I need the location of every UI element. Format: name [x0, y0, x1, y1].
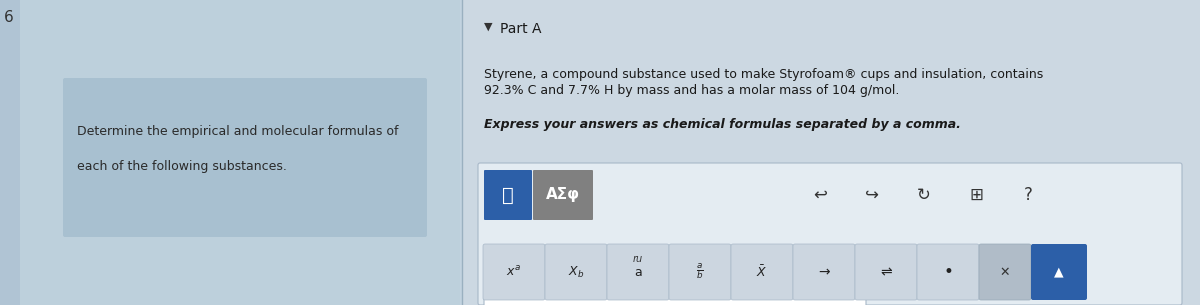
FancyBboxPatch shape — [478, 163, 1182, 305]
FancyBboxPatch shape — [670, 244, 731, 300]
Text: ✕: ✕ — [1000, 265, 1010, 278]
Bar — [0, 0, 20, 305]
Text: $X_b$: $X_b$ — [568, 264, 584, 280]
Text: •: • — [943, 263, 953, 281]
Text: a: a — [634, 265, 642, 278]
FancyBboxPatch shape — [484, 170, 532, 220]
Text: Determine the empirical and molecular formulas of: Determine the empirical and molecular fo… — [77, 125, 398, 138]
FancyBboxPatch shape — [854, 244, 917, 300]
Text: each of the following substances.: each of the following substances. — [77, 160, 287, 173]
Text: $\bar{X}$: $\bar{X}$ — [756, 264, 768, 280]
Text: 🗋: 🗋 — [502, 185, 514, 204]
Text: 6: 6 — [4, 10, 13, 25]
Text: ↻: ↻ — [917, 186, 931, 204]
Text: ↩: ↩ — [814, 186, 827, 204]
Text: 92.3% C and 7.7% H by mass and has a molar mass of 104 g/mol.: 92.3% C and 7.7% H by mass and has a mol… — [484, 84, 899, 97]
FancyBboxPatch shape — [533, 170, 593, 220]
FancyBboxPatch shape — [793, 244, 854, 300]
Text: Styrene, a compound substance used to make Styrofoam® cups and insulation, conta: Styrene, a compound substance used to ma… — [484, 68, 1043, 81]
Text: ▲: ▲ — [1054, 265, 1064, 278]
Text: ?: ? — [1024, 186, 1032, 204]
Text: →: → — [818, 265, 830, 279]
FancyBboxPatch shape — [484, 277, 866, 305]
Text: ↪: ↪ — [865, 186, 878, 204]
FancyBboxPatch shape — [64, 78, 427, 237]
Text: Express your answers as chemical formulas separated by a comma.: Express your answers as chemical formula… — [484, 118, 961, 131]
Bar — [462, 0, 1200, 305]
Text: $x^a$: $x^a$ — [506, 265, 522, 279]
Text: AΣφ: AΣφ — [546, 188, 580, 203]
FancyBboxPatch shape — [607, 244, 670, 300]
Text: ru: ru — [632, 254, 643, 264]
FancyBboxPatch shape — [979, 244, 1031, 300]
Text: ⊞: ⊞ — [970, 186, 983, 204]
Text: ▼: ▼ — [484, 22, 492, 32]
Text: Part A: Part A — [500, 22, 541, 36]
Text: ⇌: ⇌ — [880, 265, 892, 279]
FancyBboxPatch shape — [545, 244, 607, 300]
Bar — [0, 0, 460, 305]
FancyBboxPatch shape — [1031, 244, 1087, 300]
FancyBboxPatch shape — [917, 244, 979, 300]
FancyBboxPatch shape — [482, 244, 545, 300]
FancyBboxPatch shape — [731, 244, 793, 300]
Text: $\frac{a}{b}$: $\frac{a}{b}$ — [696, 262, 703, 282]
